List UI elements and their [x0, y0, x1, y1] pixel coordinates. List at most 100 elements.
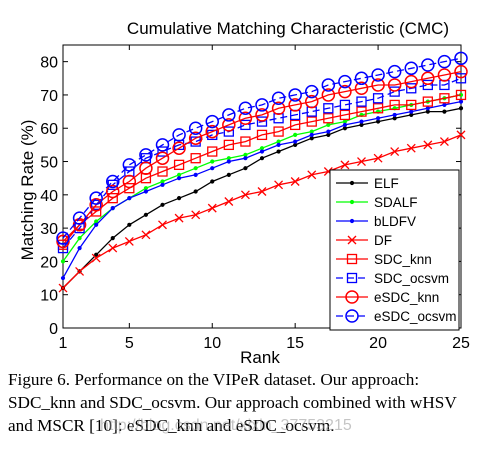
x-tick-label: 1 — [59, 335, 68, 352]
data-point-sdc-ocsvm — [455, 73, 467, 84]
data-point-sdalf — [276, 139, 281, 144]
data-point-elf — [442, 109, 447, 114]
data-point-esdc-ocsvm — [271, 91, 286, 106]
legend-label-df: DF — [374, 233, 392, 248]
data-point-df — [108, 243, 118, 253]
data-point-sdc-knn — [207, 146, 218, 157]
data-point-esdc-ocsvm — [338, 74, 352, 89]
data-point-bldfv — [392, 112, 397, 118]
data-point-sdc-knn — [455, 89, 467, 101]
data-point-esdc-knn — [172, 141, 186, 155]
data-point-df — [439, 137, 449, 147]
data-point-elf — [110, 236, 115, 241]
data-point-elf — [458, 106, 464, 111]
data-point-bldfv — [127, 196, 132, 201]
data-point-esdc-knn — [454, 64, 468, 79]
data-point-df-stroke — [124, 236, 134, 246]
data-point-esdc-ocsvm — [106, 174, 120, 189]
data-point-elf — [359, 122, 364, 128]
y-tick-label: 30 — [40, 221, 58, 238]
data-point-bldfv — [176, 176, 182, 181]
data-point-sdc-knn — [107, 193, 118, 204]
data-point-df — [373, 153, 383, 163]
data-point-df — [423, 140, 433, 150]
legend-marker-df — [347, 235, 357, 245]
data-point-sdc-knn — [273, 126, 284, 137]
data-point-bldfv — [226, 159, 231, 164]
data-point-df — [290, 177, 300, 186]
data-point-sdc-knn — [157, 166, 168, 177]
data-point-elf — [276, 149, 281, 154]
data-point-bldfv — [342, 122, 348, 128]
data-point-bldfv — [110, 206, 115, 211]
data-point-esdc-ocsvm — [404, 61, 418, 76]
legend-label-sdalf: SDALF — [374, 195, 418, 210]
data-point-bldfv — [458, 99, 464, 104]
data-point-sdc-knn — [240, 136, 251, 147]
data-point-bldfv — [375, 116, 381, 121]
data-point-esdc-knn — [354, 81, 369, 96]
data-point-df — [357, 157, 366, 166]
y-tick-label: 0 — [49, 321, 58, 338]
data-point-elf — [160, 202, 165, 207]
data-point-sdc-knn — [439, 93, 450, 104]
caption-line-1: Figure 6. Performance on the VIPeR datas… — [8, 370, 420, 389]
y-tick-label: 40 — [40, 188, 58, 205]
data-point-elf — [193, 189, 198, 194]
data-point-esdc-ocsvm — [437, 54, 452, 69]
data-point-df — [224, 197, 234, 206]
data-point-elf — [127, 222, 132, 227]
data-point-bldfv — [442, 102, 447, 108]
data-point-sdc-ocsvm — [223, 126, 234, 137]
y-tick-label: 60 — [40, 121, 58, 138]
data-point-bldfv — [143, 189, 149, 194]
cmc-chart: Cumulative Matching Characteristic (CMC)… — [18, 19, 470, 367]
data-point-esdc-ocsvm — [188, 121, 203, 135]
data-point-esdc-ocsvm — [238, 101, 253, 116]
data-point-bldfv — [409, 109, 414, 114]
data-point-sdalf — [309, 129, 314, 134]
data-point-df-stroke — [91, 253, 101, 263]
legend-marker-sdc-knn — [346, 253, 358, 265]
legend-label-esdc-ocsvm: eSDC_ocsvm — [374, 309, 457, 324]
data-point-elf — [243, 166, 248, 171]
x-tick-label: 15 — [286, 335, 304, 352]
data-point-sdc-knn — [323, 113, 334, 124]
data-point-esdc-ocsvm — [354, 71, 369, 86]
data-point-elf — [409, 112, 414, 118]
data-point-esdc-knn — [404, 74, 418, 89]
data-point-df-stroke — [141, 230, 151, 240]
data-point-elf — [293, 142, 298, 147]
data-point-esdc-ocsvm — [139, 148, 153, 162]
chart-title: Cumulative Matching Characteristic (CMC) — [127, 19, 449, 38]
data-point-esdc-knn — [255, 108, 269, 122]
legend-label-esdc-knn: eSDC_knn — [374, 290, 439, 305]
data-point-sdc-knn — [173, 159, 185, 171]
data-point-bldfv — [326, 129, 331, 134]
x-tick-label: 20 — [369, 335, 387, 352]
data-point-sdc-ocsvm — [256, 116, 268, 127]
data-point-esdc-knn — [188, 131, 203, 145]
data-point-sdc-knn — [372, 103, 384, 114]
data-point-df-stroke — [58, 283, 68, 293]
data-point-sdalf — [210, 159, 215, 164]
legend-marker-bldfv — [349, 218, 355, 224]
data-point-sdc-ocsvm — [323, 103, 334, 114]
data-point-sdalf — [326, 122, 331, 128]
data-point-sdalf — [243, 152, 248, 157]
legend-marker-esdc-knn — [345, 290, 359, 304]
data-point-df — [240, 190, 250, 200]
data-point-sdc-knn — [422, 96, 433, 107]
x-tick-label: 25 — [452, 335, 470, 352]
caption-line-3: and MSCR [10]: eSDC_knn and eSDC_ocsvm. — [8, 416, 335, 435]
data-point-esdc-knn — [238, 111, 253, 125]
data-point-sdc-knn — [406, 99, 417, 111]
data-point-bldfv — [243, 156, 248, 161]
data-point-esdc-knn — [421, 71, 435, 86]
data-point-sdalf — [193, 166, 198, 171]
data-point-bldfv — [160, 182, 165, 187]
data-point-sdalf — [94, 219, 99, 224]
data-point-esdc-ocsvm — [155, 138, 170, 152]
data-point-esdc-knn — [437, 68, 452, 82]
x-tick-label: 5 — [125, 335, 134, 352]
